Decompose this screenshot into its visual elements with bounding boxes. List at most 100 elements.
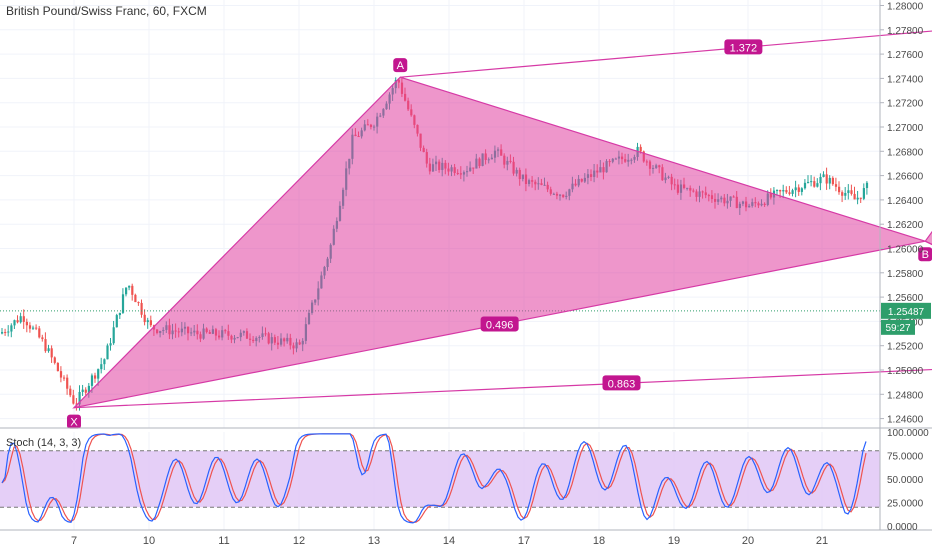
candle-body (807, 181, 810, 183)
pattern-point-label: X (70, 417, 78, 429)
candle-body (66, 377, 69, 389)
candle-body (7, 331, 10, 333)
candle-body (838, 186, 841, 193)
candle-body (862, 188, 865, 199)
candle-body (121, 294, 125, 313)
candle-body (22, 316, 25, 322)
candle-body (146, 320, 149, 323)
time-tick-label: 21 (816, 535, 828, 547)
current-price-tag (881, 302, 931, 319)
candle-body (800, 188, 803, 192)
candle-body (87, 385, 90, 393)
candle-body (118, 312, 121, 316)
candle-body (63, 377, 66, 379)
candle-body (94, 375, 97, 379)
candle-body (41, 337, 44, 340)
candle-body (44, 339, 47, 352)
pattern-point-badge (67, 414, 81, 429)
pattern-ratio-label: 0.496 (486, 319, 514, 331)
time-tick-label: 7 (71, 535, 77, 547)
price-tick-label: 1.26400 (887, 196, 924, 207)
candle-body (106, 345, 109, 360)
price-tick-label: 1.24600 (887, 415, 924, 426)
candle-body (10, 325, 13, 332)
candle-body (28, 325, 32, 329)
candle-body (822, 174, 825, 177)
pattern-point-label: B (922, 249, 929, 261)
price-tick-label: 1.27800 (887, 26, 924, 37)
candle-body (78, 391, 81, 405)
candle-body (850, 190, 853, 194)
stoch-label: Stoch (14, 3, 3) (6, 437, 82, 449)
candle-body (131, 285, 134, 295)
candle-body (75, 403, 78, 405)
pattern-line-ac (400, 30, 932, 78)
chart-title: British Pound/Swiss Franc, 60, FXCM (6, 4, 207, 18)
candle-body (788, 192, 791, 194)
pattern-triangle-bcd (924, 230, 932, 246)
stoch-tick-label: 0.0000 (887, 522, 918, 533)
price-tick-label: 1.26000 (887, 245, 924, 256)
candle-body (639, 146, 642, 152)
stoch-band (0, 450, 880, 508)
candle-body (38, 328, 41, 338)
current-price-label: 1.25487 (888, 307, 925, 318)
candle-body (865, 182, 869, 189)
candle-body (776, 190, 779, 192)
price-tick-label: 1.25200 (887, 342, 924, 353)
pattern-ratio-badge (602, 375, 641, 391)
time-tick-label: 14 (443, 535, 455, 547)
candle-body (115, 315, 118, 328)
candle-body (81, 389, 84, 392)
countdown-tag (881, 319, 915, 335)
candle-body (128, 285, 131, 288)
candle-body (785, 190, 788, 193)
pattern-ratio-label: 0.863 (608, 378, 636, 390)
candle-body (25, 321, 28, 326)
pattern-point-badge (918, 247, 932, 262)
stoch-k-line (1, 433, 867, 524)
candle-body (834, 184, 838, 187)
candle-body (137, 302, 140, 304)
stoch-tick-label: 75.0000 (887, 452, 924, 463)
price-tick-label: 1.25800 (887, 269, 924, 280)
candle-body (4, 332, 7, 334)
price-tick-label: 1.27000 (887, 123, 924, 134)
time-tick-label: 12 (293, 535, 305, 547)
candle-body (844, 192, 847, 196)
candle-body (69, 388, 72, 396)
candle-body (1, 332, 4, 334)
price-tick-label: 1.26800 (887, 147, 924, 158)
time-tick-label: 20 (742, 535, 754, 547)
candle-body (19, 316, 22, 323)
time-tick-label: 13 (368, 535, 380, 547)
pattern-point-label: A (397, 60, 405, 72)
candle-body (803, 182, 807, 189)
candle-body (56, 362, 59, 372)
time-tick-label: 11 (218, 535, 229, 547)
candle-body (856, 197, 859, 200)
price-tick-label: 1.26200 (887, 220, 924, 231)
candle-body (125, 287, 128, 295)
candle-body (100, 364, 103, 370)
pattern-ratio-badge (724, 39, 763, 55)
pattern-ratio-label: 1.372 (730, 42, 758, 54)
candle-body (782, 190, 785, 192)
pattern-ratio-badge (480, 316, 519, 332)
price-tick-label: 1.27600 (887, 50, 924, 61)
candle-body (13, 320, 16, 326)
candle-body (791, 190, 794, 194)
candle-body (853, 193, 856, 200)
candle-body (841, 192, 844, 196)
candle-body (831, 177, 834, 185)
candle-body (143, 314, 146, 323)
candle-body (47, 348, 50, 352)
time-tick-label: 18 (593, 535, 605, 547)
candle-body (90, 375, 94, 386)
candle-body (109, 343, 112, 346)
candle-body (97, 369, 100, 379)
price-tick-label: 1.25000 (887, 366, 924, 377)
